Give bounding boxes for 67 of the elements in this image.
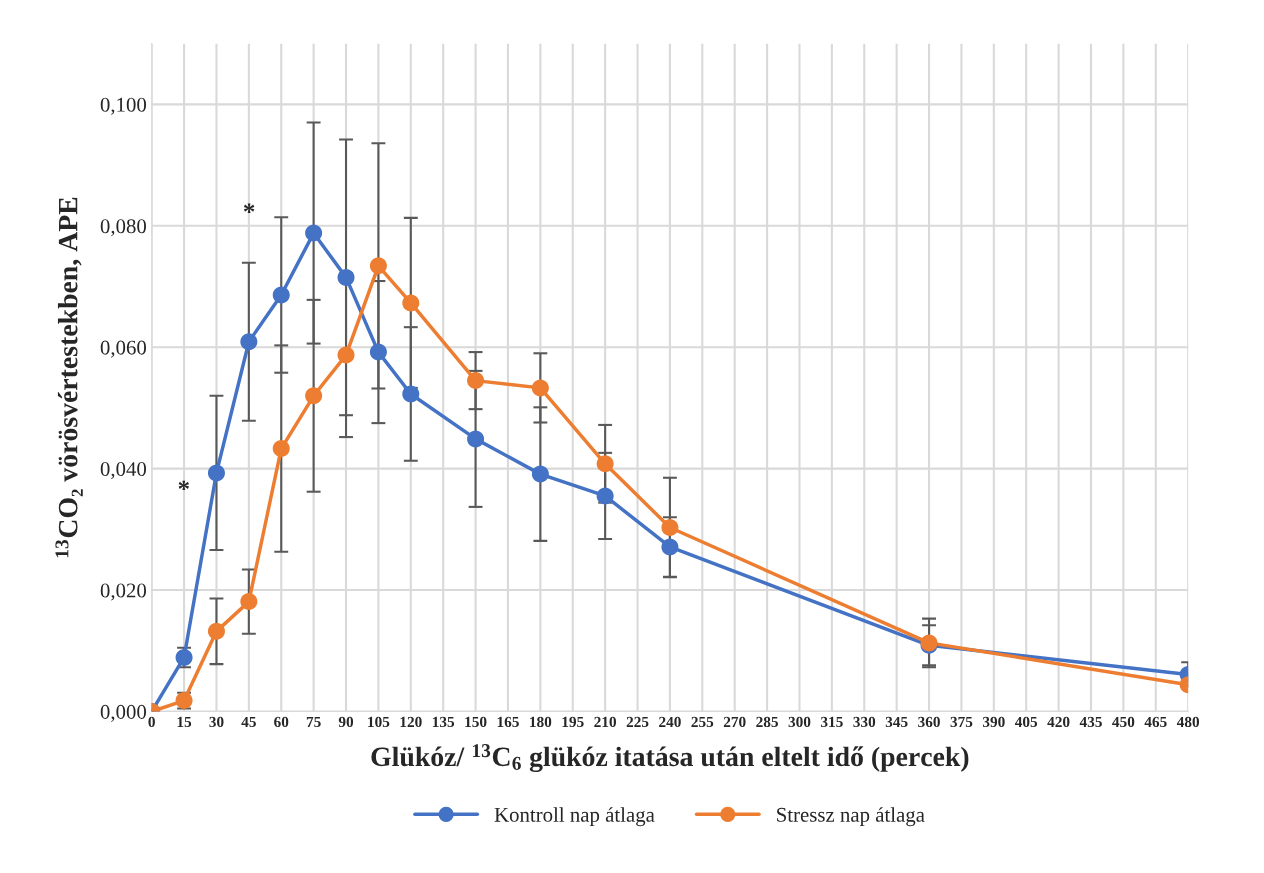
point (337, 346, 355, 364)
x-tick-label: 435 (1079, 716, 1102, 728)
x-tick-label: 225 (626, 716, 649, 728)
x-tick-label: 360 (918, 716, 940, 728)
point (240, 333, 258, 351)
point (305, 387, 323, 405)
point (272, 286, 290, 304)
point (305, 224, 323, 242)
y-tick-label: 0,000 (100, 704, 147, 722)
point (531, 465, 549, 483)
x-tick-label: 315 (820, 716, 843, 728)
x-tick-label: 135 (432, 716, 455, 728)
x-tick-label: 30 (209, 716, 224, 728)
x-tick-label: 240 (659, 716, 681, 728)
point (402, 294, 420, 312)
annotation: * (243, 203, 255, 213)
x-tick-label: 150 (465, 716, 487, 728)
point (369, 343, 387, 361)
point (369, 257, 387, 275)
x-tick-label: 300 (788, 716, 811, 728)
x-tick-label: 375 (950, 716, 973, 728)
y-tick-label: 0,020 (100, 583, 147, 601)
y-tick-label: 0,040 (100, 462, 147, 480)
x-tick-label: 90 (338, 716, 354, 728)
point (531, 379, 549, 397)
point (661, 538, 679, 556)
x-tick-label: 165 (497, 716, 519, 728)
x-tick-label: 285 (756, 716, 778, 728)
point (402, 385, 420, 403)
annotation: * (178, 480, 190, 491)
point (207, 622, 225, 640)
legend-label: Stressz nap átlaga (777, 807, 925, 827)
x-tick-label: 270 (723, 716, 746, 728)
x-tick-label: 345 (885, 716, 908, 728)
x-tick-label: 330 (853, 716, 876, 728)
point (467, 372, 485, 390)
x-tick-label: 390 (982, 716, 1005, 728)
x-tick-label: 15 (177, 716, 192, 728)
x-axis-title: Glükóz/ $^{13}$C$_{6}$ glükóz itatása után eltelt idő (percek) (371, 744, 969, 773)
point (467, 430, 485, 448)
x-tick-label: 210 (594, 716, 617, 728)
y-tick-label: 0,080 (100, 219, 147, 237)
x-tick-label: 420 (1047, 716, 1070, 728)
x-tick-label: 45 (241, 716, 256, 728)
x-tick-label: 195 (562, 716, 584, 728)
y-axis-title: $^{13}$CO₂ vörösvértestekben, APE (55, 197, 83, 558)
point (661, 519, 679, 537)
point (272, 440, 290, 458)
x-tick-label: 405 (1014, 716, 1038, 728)
point (337, 268, 355, 286)
x-tick-label: 75 (306, 716, 321, 728)
legend-label: Kontroll nap átlaga (494, 807, 655, 827)
x-tick-label: 255 (691, 716, 714, 728)
x-tick-label: 105 (368, 716, 390, 728)
x-tick-label: 0 (148, 716, 155, 728)
point (240, 593, 258, 611)
point (596, 487, 614, 505)
y-tick-label: 0,060 (100, 340, 147, 358)
x-tick-label: 60 (274, 716, 289, 728)
x-tick-label: 120 (400, 716, 422, 728)
point (596, 455, 614, 473)
x-tick-label: 465 (1144, 716, 1167, 728)
y-tick-label: 0,100 (100, 97, 147, 115)
x-tick-label: 450 (1112, 716, 1135, 728)
x-tick-label: 180 (530, 716, 552, 728)
x-tick-label: 480 (1176, 716, 1200, 728)
point (207, 464, 225, 482)
